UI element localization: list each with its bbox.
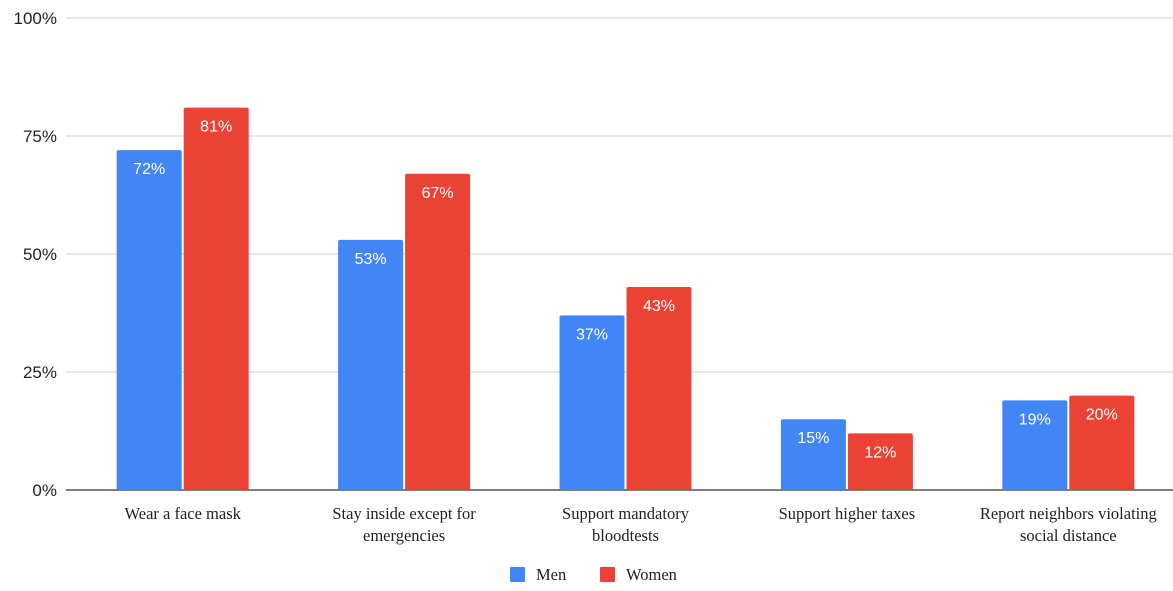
legend-label: Women bbox=[626, 565, 677, 584]
bar-women bbox=[847, 433, 913, 490]
data-label: 19% bbox=[1019, 411, 1051, 428]
bar-women bbox=[1069, 395, 1135, 490]
x-category-label: Wear a face mask bbox=[125, 504, 242, 523]
bar-men bbox=[116, 150, 182, 490]
y-tick-label: 25% bbox=[23, 363, 57, 382]
bar-men bbox=[338, 239, 404, 490]
bar-men bbox=[1002, 400, 1068, 490]
x-category-label: social distance bbox=[1020, 526, 1117, 545]
x-category-label: emergencies bbox=[363, 526, 445, 545]
x-category-label: Support mandatory bbox=[562, 504, 690, 523]
data-label: 37% bbox=[576, 326, 608, 343]
legend-label: Men bbox=[536, 565, 566, 584]
data-label: 53% bbox=[355, 251, 387, 268]
bar-women bbox=[405, 173, 471, 490]
data-label: 15% bbox=[797, 430, 829, 447]
bar-men bbox=[780, 419, 846, 490]
bar-men bbox=[559, 315, 625, 490]
x-category-label: bloodtests bbox=[592, 526, 659, 545]
y-tick-label: 100% bbox=[14, 9, 57, 28]
x-category-label: Report neighbors violating bbox=[980, 504, 1157, 523]
bar-women bbox=[183, 107, 249, 491]
x-category-label: Support higher taxes bbox=[779, 504, 916, 523]
legend-swatch-women bbox=[600, 567, 615, 582]
bar-women bbox=[626, 287, 692, 490]
data-label: 20% bbox=[1086, 407, 1118, 424]
data-label: 81% bbox=[200, 119, 232, 136]
data-label: 67% bbox=[422, 185, 454, 202]
data-label: 12% bbox=[864, 444, 896, 461]
y-tick-label: 50% bbox=[23, 245, 57, 264]
x-category-label: Stay inside except for bbox=[332, 504, 476, 523]
y-tick-label: 75% bbox=[23, 127, 57, 146]
y-tick-label: 0% bbox=[32, 481, 57, 500]
legend-swatch-men bbox=[510, 567, 525, 582]
data-label: 43% bbox=[643, 298, 675, 315]
data-label: 72% bbox=[133, 161, 165, 178]
